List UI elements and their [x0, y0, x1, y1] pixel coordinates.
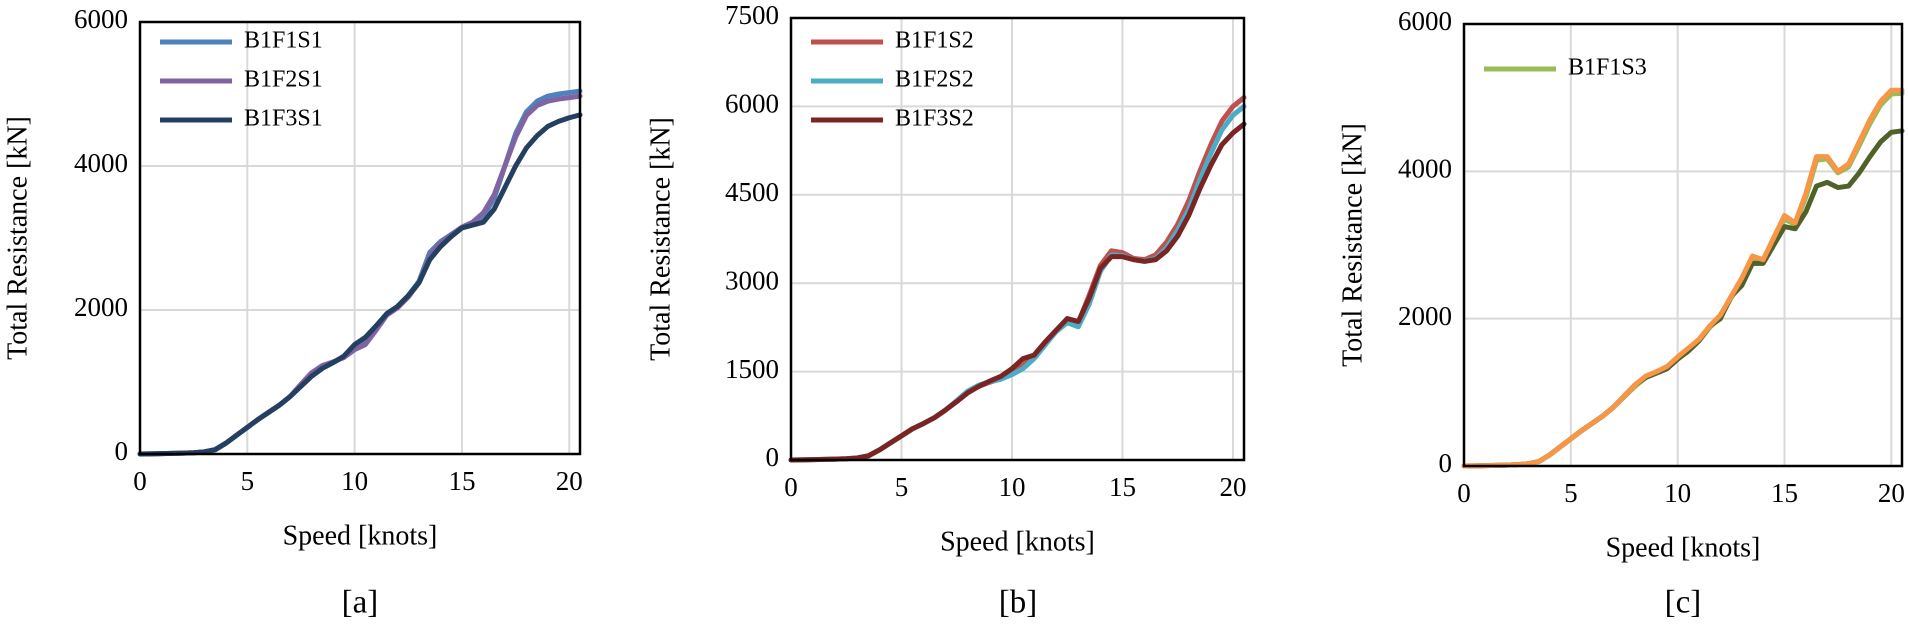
x-axis-label: Speed [knots] [940, 526, 1095, 557]
y-tick-label: 0 [1439, 448, 1453, 478]
series-line [137, 93, 583, 457]
series-line [1461, 87, 1905, 469]
legend-label: B1F1S1 [244, 28, 323, 54]
y-axis-label: Total Resistance [kN] [1337, 123, 1368, 367]
y-tick-label: 1500 [725, 354, 779, 384]
y-tick-label: 6000 [74, 4, 128, 34]
y-tick-label: 2000 [74, 292, 128, 322]
x-tick-label: 20 [556, 466, 583, 496]
caption: [a] [342, 585, 379, 621]
x-axis-label: Speed [knots] [1606, 532, 1761, 563]
legend-label: B1F3S1 [244, 106, 323, 132]
y-tick-label: 4500 [725, 177, 779, 207]
y-tick-label: 4000 [1398, 154, 1452, 184]
y-tick-label: 3000 [725, 265, 779, 295]
y-tick-label: 6000 [1398, 6, 1452, 36]
y-axis-label: Total Resistance [kN] [645, 117, 676, 361]
x-tick-label: 5 [241, 466, 255, 496]
x-tick-label: 0 [1457, 478, 1471, 508]
x-axis-label: Speed [knots] [283, 520, 438, 551]
plot-frame [138, 20, 582, 456]
x-tick-label: 10 [341, 466, 368, 496]
legend-label: B1F2S2 [895, 67, 974, 93]
x-tick-label: 20 [1878, 478, 1905, 508]
legend-label: B1F3S2 [895, 106, 974, 132]
y-tick-label: 7500 [725, 0, 779, 30]
caption: [b] [999, 585, 1037, 621]
x-tick-label: 10 [998, 472, 1025, 502]
x-tick-label: 15 [1771, 478, 1798, 508]
y-tick-label: 2000 [1398, 301, 1452, 331]
series-line [137, 112, 583, 457]
legend-label: B1F2S1 [244, 67, 323, 93]
legend-label: B1F1S2 [895, 28, 974, 54]
x-tick-label: 15 [1109, 472, 1136, 502]
plot-frame [1462, 22, 1904, 468]
x-tick-label: 0 [784, 472, 798, 502]
legend-label: B1F1S3 [1568, 55, 1647, 81]
x-tick-label: 20 [1219, 472, 1246, 502]
y-tick-label: 6000 [725, 89, 779, 119]
y-tick-label: 4000 [74, 148, 128, 178]
series-line [788, 121, 1247, 463]
plot-frame [789, 16, 1246, 462]
x-tick-label: 5 [1564, 478, 1578, 508]
series-line [788, 95, 1247, 463]
x-tick-label: 0 [133, 466, 147, 496]
x-tick-label: 5 [895, 472, 909, 502]
series-line [1461, 128, 1905, 469]
y-tick-label: 0 [115, 436, 129, 466]
series-line [1461, 90, 1905, 469]
x-tick-label: 15 [448, 466, 475, 496]
x-tick-label: 10 [1664, 478, 1691, 508]
y-tick-label: 0 [766, 442, 780, 472]
y-axis-label: Total Resistance [kN] [2, 116, 33, 360]
caption: [c] [1665, 585, 1702, 621]
